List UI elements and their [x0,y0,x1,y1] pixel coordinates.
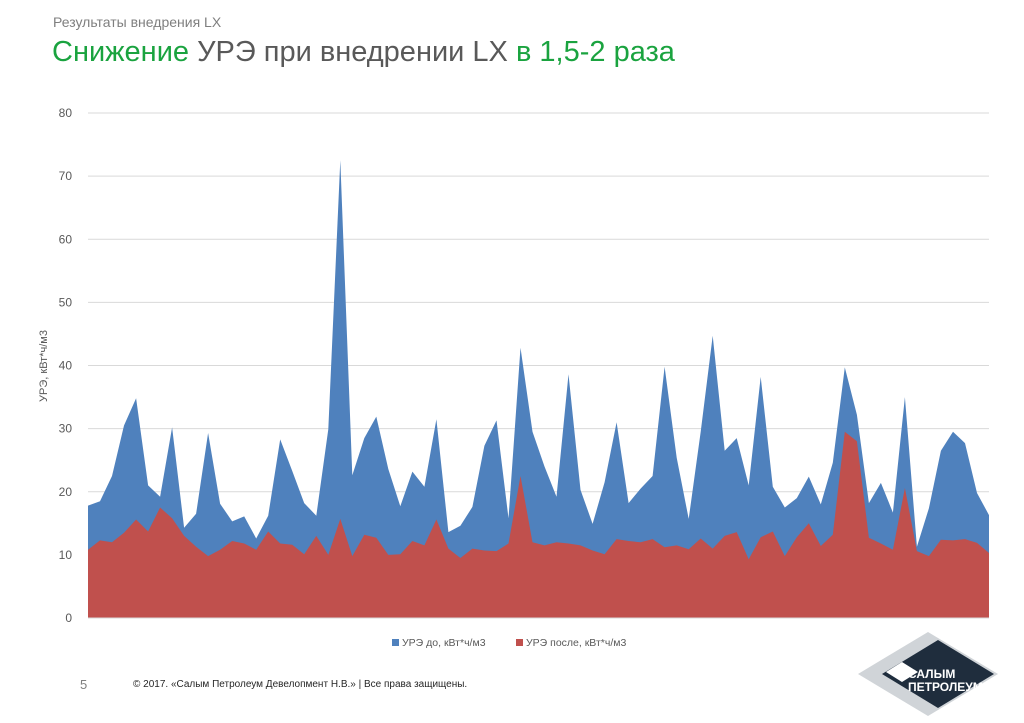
page-number: 5 [80,677,88,692]
section-label: Результаты внедрения LX [53,14,222,30]
y-tick-label: 50 [59,295,73,309]
y-tick-label: 0 [65,611,72,625]
legend-swatch-1 [392,639,399,646]
y-tick-label: 40 [59,359,73,373]
series-area-2 [88,431,989,618]
legend-label-2: УРЭ после, кВт*ч/м3 [526,637,626,649]
y-tick-label: 70 [59,169,73,183]
series-area-1 [88,160,989,619]
legend-swatch-2 [516,639,523,646]
legend-label-1: УРЭ до, кВт*ч/м3 [402,637,486,649]
title-part-3: в 1,5-2 раза [507,36,675,68]
y-tick-label: 30 [59,422,73,436]
y-tick-label: 80 [59,106,73,120]
y-tick-label: 10 [59,548,73,562]
company-logo [858,632,998,716]
logo-text: САЛЫМ ПЕТРОЛЕУМ [908,667,983,694]
title-part-2: УРЭ при внедрении LX [197,36,508,68]
page-title: Снижение УРЭ при внедрении LX в 1,5-2 ра… [52,36,675,69]
y-axis-label: УРЭ, кВт*ч/м3 [38,330,50,402]
y-tick-label: 60 [59,232,73,246]
y-tick-label: 20 [59,485,73,499]
title-part-1: Снижение [52,36,198,68]
copyright-text: © 2017. «Салым Петролеум Девелопмент Н.В… [133,679,468,690]
